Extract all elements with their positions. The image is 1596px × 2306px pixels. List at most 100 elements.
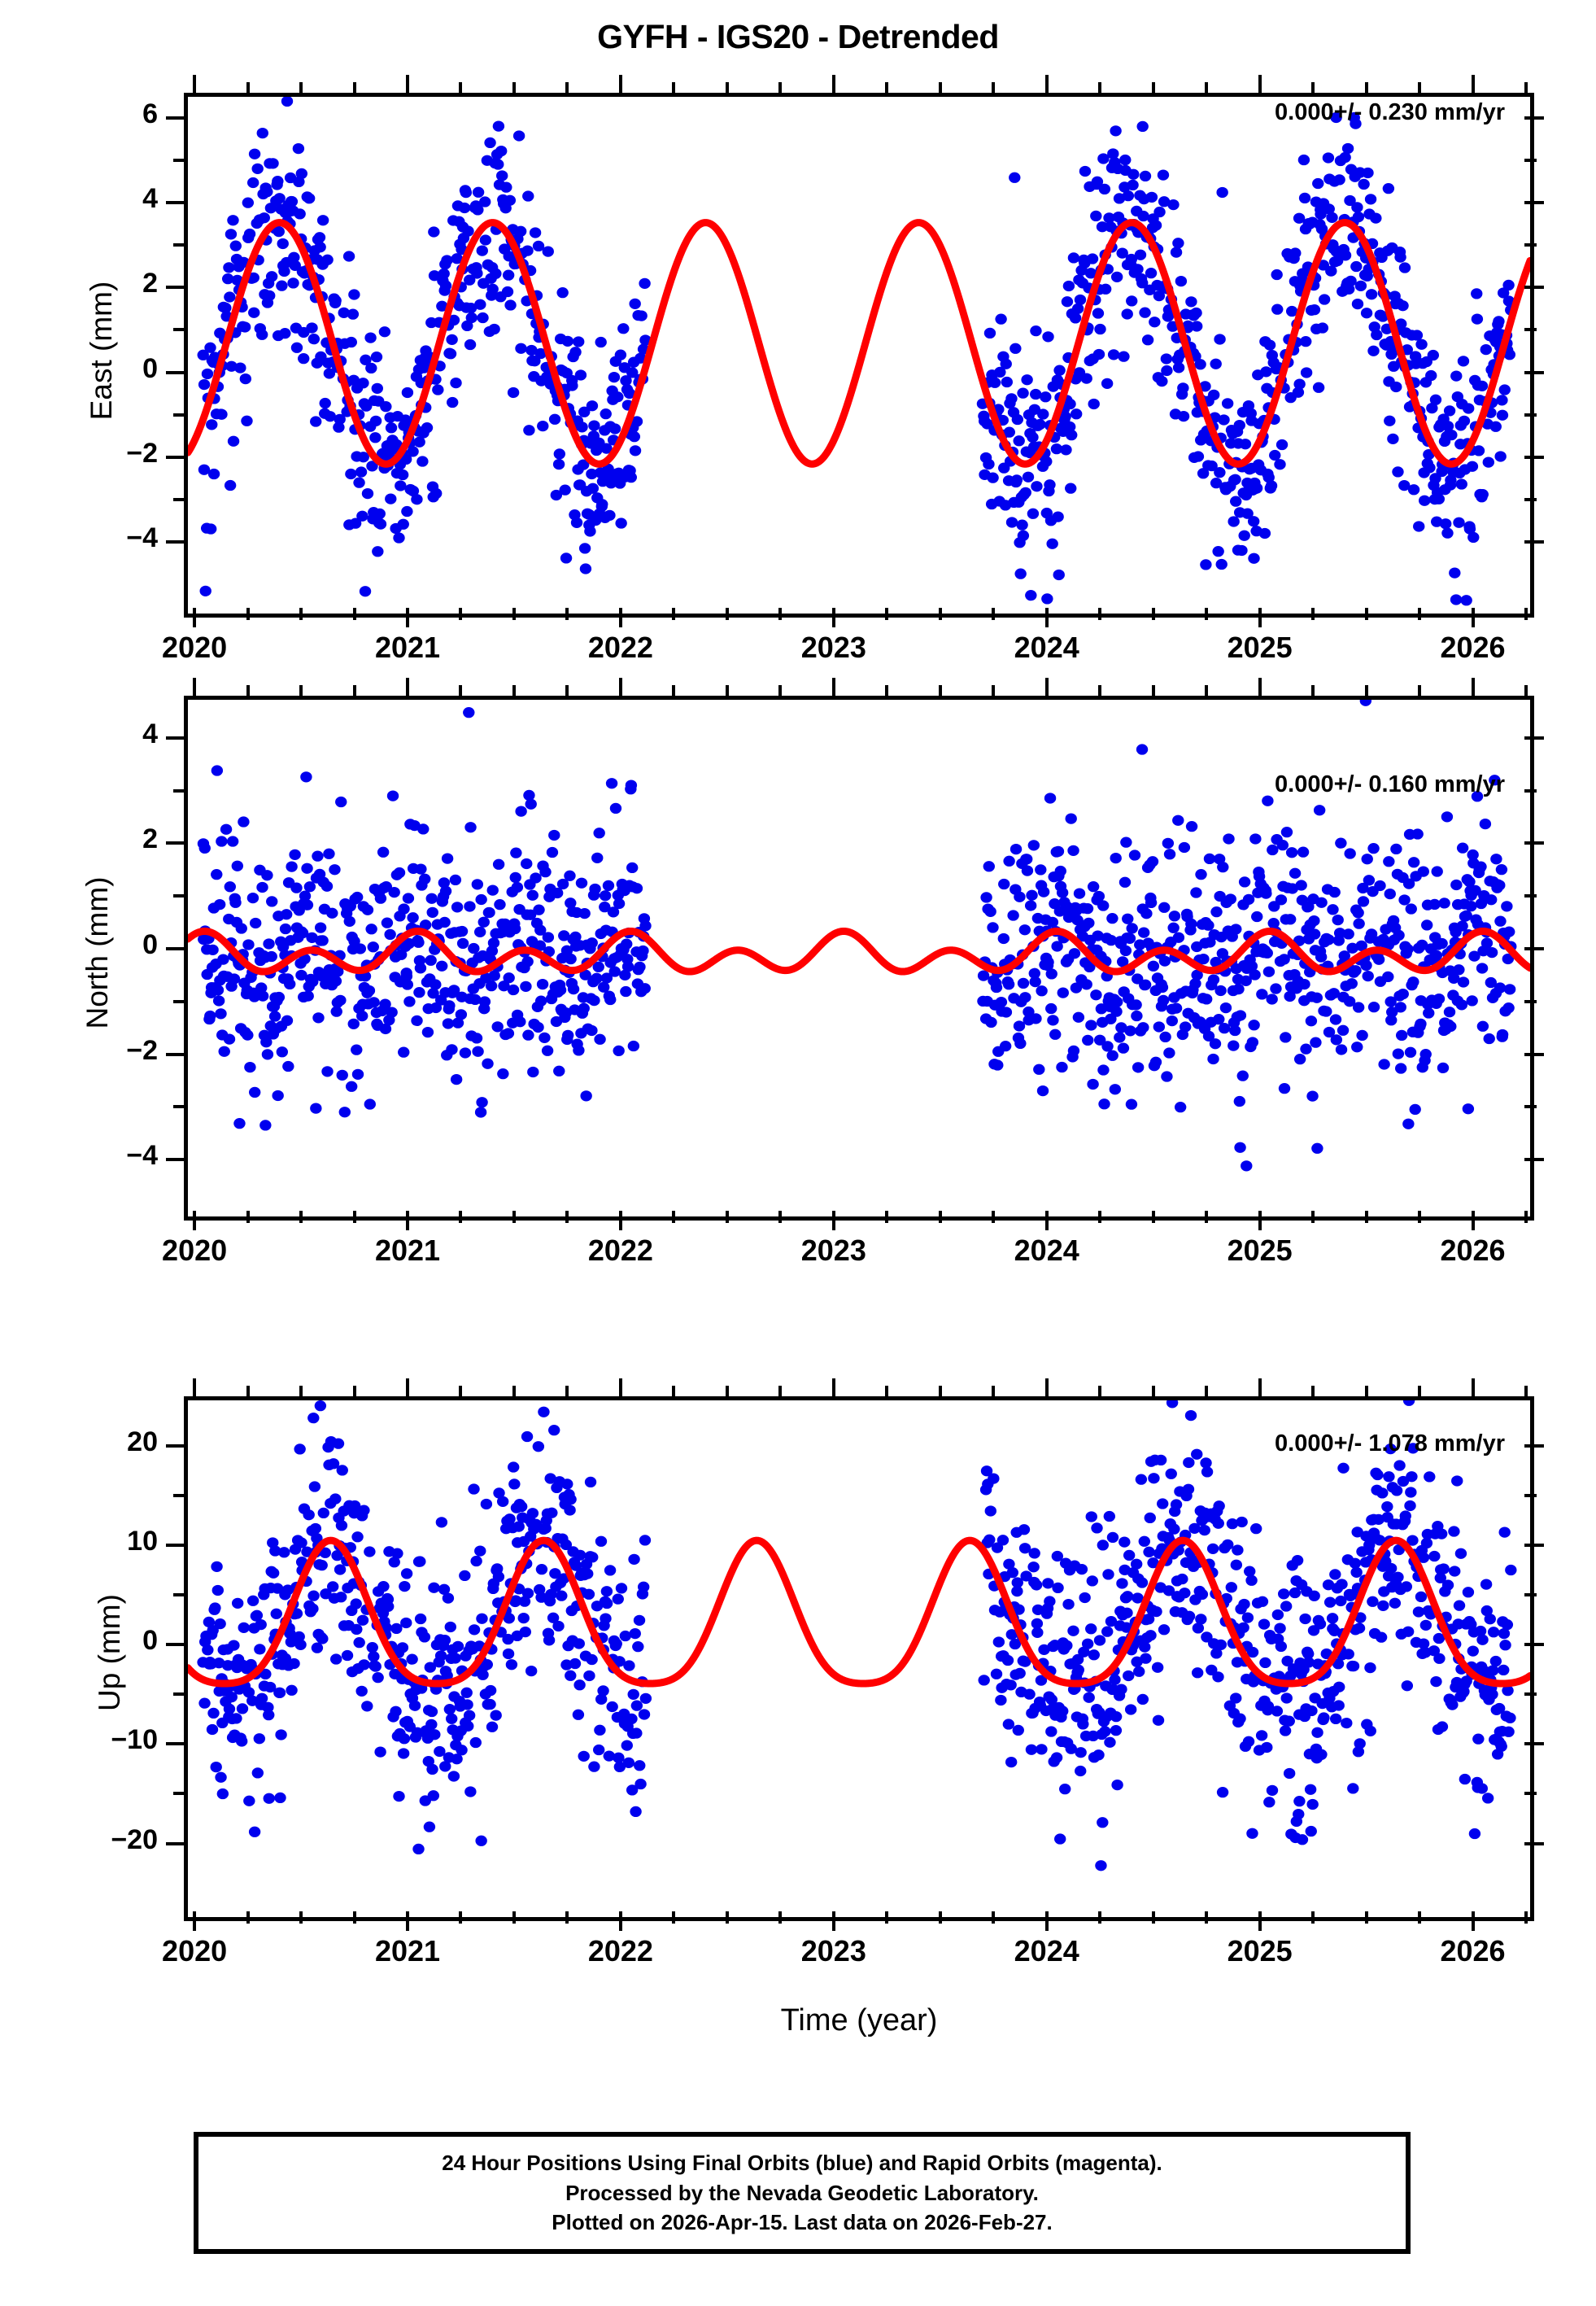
north-xtick-minor	[725, 685, 729, 697]
north-ytick-minor	[173, 894, 185, 898]
north-xtick-mark	[1258, 1211, 1262, 1230]
north-xtick-minor	[565, 685, 569, 697]
east-seasonal-fit-curve	[188, 219, 1530, 468]
up-xtick-minor	[1311, 1911, 1315, 1924]
up-ytick-mark	[1524, 1841, 1544, 1845]
east-xtick-minor	[1418, 608, 1422, 620]
up-ytick-label: 10	[127, 1526, 158, 1557]
east-xtick-minor	[725, 82, 729, 94]
north-ytick-minor	[1524, 788, 1537, 793]
east-xtick-minor	[1524, 82, 1528, 94]
north-xtick-minor	[299, 685, 303, 697]
north-ytick-mark	[166, 947, 185, 951]
up-xtick-mark	[406, 1911, 409, 1931]
north-ytick-mark	[1524, 1052, 1544, 1056]
up-xtick-minor	[352, 1911, 356, 1924]
east-ytick-minor	[1524, 243, 1537, 247]
east-xtick-minor	[512, 608, 516, 620]
up-scatter-series	[197, 1400, 1517, 1871]
east-xtick-label: 2024	[1014, 631, 1079, 664]
east-ytick-mark	[1524, 539, 1544, 544]
up-xtick-minor	[992, 1386, 996, 1398]
north-xtick-minor	[1364, 1211, 1368, 1223]
east-ytick-minor	[173, 159, 185, 163]
east-xtick-minor	[246, 82, 250, 94]
east-ytick-minor	[1524, 159, 1537, 163]
east-ytick-minor	[173, 497, 185, 501]
east-ytick-mark	[1524, 116, 1544, 120]
north-ytick-mark	[166, 1158, 185, 1162]
north-xtick-minor	[1418, 1211, 1422, 1223]
up-xtick-minor	[1098, 1386, 1102, 1398]
east-xtick-label: 2022	[587, 631, 653, 664]
north-xtick-minor	[778, 685, 783, 697]
east-plot-area	[188, 97, 1530, 606]
east-xtick-minor	[352, 608, 356, 620]
east-ytick-mark	[1524, 455, 1544, 459]
up-ytick-minor	[1524, 1593, 1537, 1597]
up-ytick-mark	[166, 1444, 185, 1448]
up-xtick-minor	[1151, 1911, 1155, 1924]
x-axis-title: Time (year)	[780, 2003, 938, 2037]
east-xtick-minor	[1151, 608, 1155, 620]
north-xtick-mark	[406, 1211, 409, 1230]
east-ytick-label: 6	[142, 98, 158, 130]
caption-box: 24 Hour Positions Using Final Orbits (bl…	[194, 2132, 1411, 2254]
up-xtick-minor	[459, 1386, 463, 1398]
east-xtick-label: 2026	[1440, 631, 1506, 664]
east-xtick-minor	[1311, 608, 1315, 620]
east-ytick-mark	[166, 286, 185, 290]
up-xtick-minor	[352, 1386, 356, 1398]
north-xtick-minor	[1205, 685, 1209, 697]
panel-up	[184, 1396, 1534, 1921]
east-ytick-mark	[166, 370, 185, 374]
east-ytick-minor	[173, 413, 185, 417]
north-ytick-mark	[166, 841, 185, 845]
up-xtick-label: 2026	[1440, 1934, 1506, 1968]
north-xtick-minor	[1524, 1211, 1528, 1223]
up-ytick-mark	[166, 1841, 185, 1845]
east-xtick-minor	[1524, 608, 1528, 620]
north-xtick-minor	[1151, 685, 1155, 697]
east-ytick-mark	[1524, 286, 1544, 290]
east-ytick-mark	[166, 455, 185, 459]
east-xtick-minor	[1418, 82, 1422, 94]
up-xtick-label: 2025	[1227, 1934, 1293, 1968]
page-title: GYFH - IGS20 - Detrended	[597, 18, 999, 55]
north-xtick-minor	[352, 1211, 356, 1223]
east-xtick-minor	[1098, 82, 1102, 94]
east-xtick-mark	[1044, 75, 1049, 94]
up-xtick-minor	[1311, 1386, 1315, 1398]
up-ytick-minor	[173, 1593, 185, 1597]
north-xtick-mark	[193, 1211, 197, 1230]
east-xtick-minor	[672, 82, 676, 94]
up-xtick-minor	[725, 1386, 729, 1398]
up-xtick-mark	[1471, 1378, 1475, 1398]
up-xtick-minor	[512, 1386, 516, 1398]
up-xtick-minor	[778, 1911, 783, 1924]
east-xtick-minor	[352, 82, 356, 94]
east-xtick-minor	[938, 82, 942, 94]
north-xtick-minor	[672, 1211, 676, 1223]
up-xtick-mark	[406, 1378, 409, 1398]
up-xtick-minor	[1524, 1911, 1528, 1924]
east-xtick-mark	[406, 75, 409, 94]
up-xtick-mark	[193, 1911, 197, 1931]
up-xtick-minor	[565, 1386, 569, 1398]
up-xtick-mark	[193, 1378, 197, 1398]
up-xtick-minor	[885, 1911, 889, 1924]
up-ytick-label: 0	[142, 1625, 158, 1657]
up-xtick-minor	[246, 1386, 250, 1398]
east-xtick-mark	[1471, 608, 1475, 627]
east-xtick-mark	[1258, 608, 1262, 627]
north-xtick-minor	[299, 1211, 303, 1223]
north-xtick-mark	[1044, 1211, 1049, 1230]
north-xtick-minor	[1151, 1211, 1155, 1223]
north-xtick-minor	[1418, 685, 1422, 697]
up-ytick-minor	[1524, 1494, 1537, 1498]
up-xtick-minor	[246, 1911, 250, 1924]
up-xtick-minor	[565, 1911, 569, 1924]
east-xtick-mark	[831, 75, 835, 94]
up-xtick-mark	[618, 1378, 622, 1398]
north-rate-annotation: 0.000+/- 0.160 mm/yr	[1275, 771, 1505, 797]
